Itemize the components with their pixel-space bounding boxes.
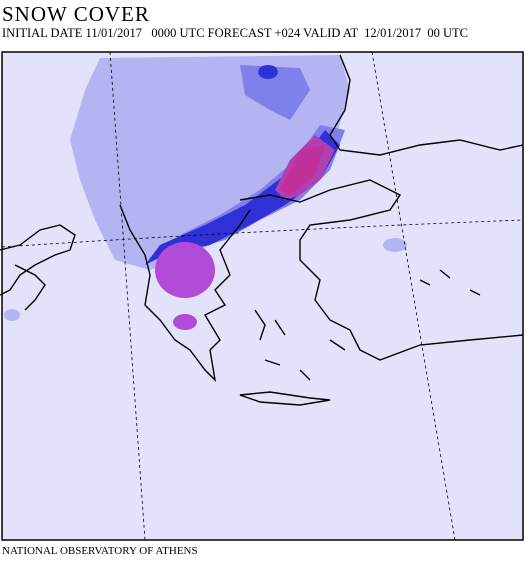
footer-credit: NATIONAL OBSERVATORY OF ATHENS <box>2 545 198 557</box>
valid-date: 12/01/2017 <box>364 26 422 40</box>
map <box>0 51 524 541</box>
snow-dark <box>145 65 340 265</box>
valid-hour: 00 UTC <box>427 26 468 40</box>
forecast: 0000 UTC FORECAST +024 VALID AT <box>151 26 358 40</box>
graticule <box>1 51 524 541</box>
coastlines <box>0 54 524 406</box>
subtitle: INITIAL DATE 11/01/2017 0000 UTC FORECAS… <box>2 26 468 41</box>
snow-heavy <box>155 135 335 330</box>
initial-date: INITIAL DATE 11/01/2017 <box>2 26 143 40</box>
title: SNOW COVER <box>2 2 150 26</box>
